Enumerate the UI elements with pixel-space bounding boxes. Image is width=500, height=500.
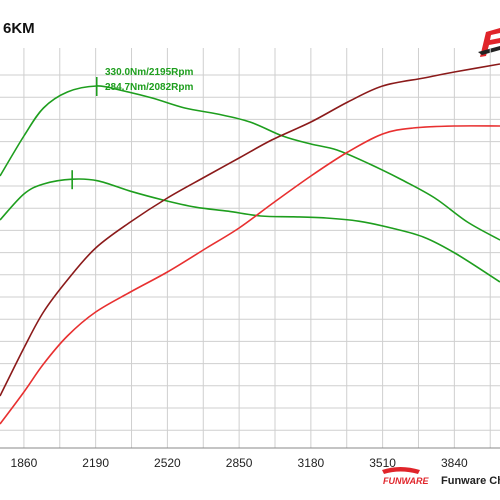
- annotation-label-2: 284.7Nm/2082Rpm: [105, 82, 193, 93]
- grid: [0, 48, 500, 449]
- series-group: [0, 63, 500, 425]
- x-tick-label: 2520: [154, 456, 181, 470]
- x-tick-label: 1860: [11, 456, 38, 470]
- footer-brand-text: Funware Chi: [441, 475, 500, 487]
- x-tick-label: 3840: [441, 456, 468, 470]
- series-line-2: [0, 178, 500, 283]
- x-tick-label: 2850: [226, 456, 253, 470]
- brand-logo-icon: [478, 28, 500, 57]
- footer-logo-text: FUNWARE: [383, 476, 429, 486]
- series-line-3: [0, 63, 500, 397]
- footer-logo: FUNWARE Funware Chi: [382, 467, 500, 487]
- footer-car-icon: [382, 467, 420, 474]
- annotations: 330.0Nm/2195Rpm 284.7Nm/2082Rpm: [105, 67, 193, 93]
- chart-title: 6KM: [3, 20, 35, 37]
- series-line-4: [0, 125, 500, 425]
- x-tick-label: 3510: [369, 456, 396, 470]
- series-line-1: [0, 85, 500, 241]
- x-tick-labels: 1860 2190 2520 2850 3180 3510 3840: [11, 456, 468, 470]
- x-tick-label: 2190: [82, 456, 109, 470]
- peak-markers: [71, 77, 98, 190]
- annotation-label-1: 330.0Nm/2195Rpm: [105, 67, 193, 78]
- x-tick-label: 3180: [298, 456, 325, 470]
